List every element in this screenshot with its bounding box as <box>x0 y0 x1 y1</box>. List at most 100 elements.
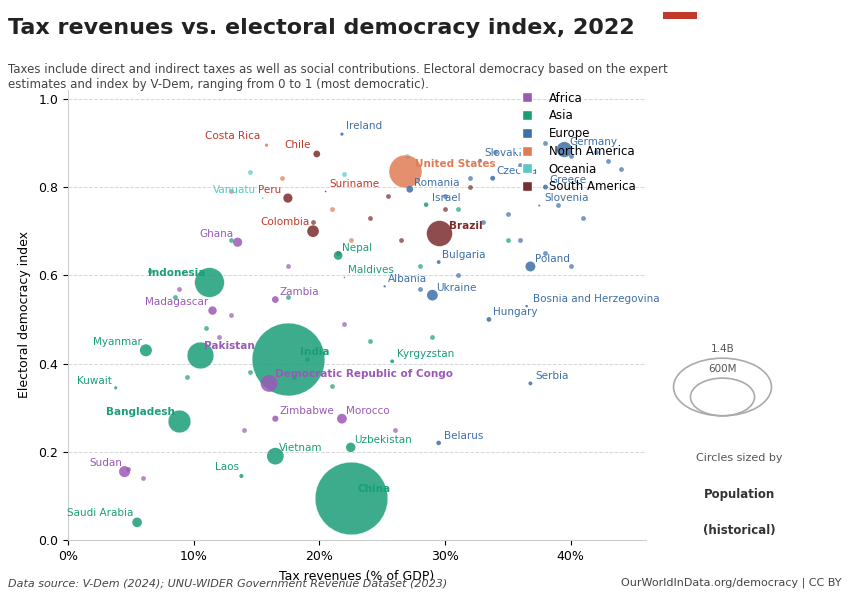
Bar <box>663 12 697 19</box>
Point <box>501 235 514 245</box>
Point <box>263 379 276 388</box>
Point <box>513 160 527 170</box>
Point <box>337 319 351 329</box>
Point <box>432 229 445 238</box>
Point <box>363 213 377 223</box>
Text: Vanuatu: Vanuatu <box>213 185 257 194</box>
Text: Bangladesh: Bangladesh <box>106 407 175 418</box>
Point <box>306 218 320 227</box>
Point <box>489 147 502 157</box>
Text: Colombia: Colombia <box>260 217 309 227</box>
Point <box>237 425 251 434</box>
Point <box>344 493 358 503</box>
Point <box>224 310 238 320</box>
Text: 600M: 600M <box>708 364 737 374</box>
Text: Nepal: Nepal <box>342 243 372 253</box>
Point <box>382 191 395 200</box>
Point <box>281 262 295 271</box>
Point <box>385 356 399 366</box>
Text: Costa Rica: Costa Rica <box>205 131 260 141</box>
Text: Pakistan: Pakistan <box>204 341 254 351</box>
Point <box>426 332 439 342</box>
Point <box>319 187 332 196</box>
Point <box>463 173 477 183</box>
Point <box>256 193 269 203</box>
Point <box>438 191 451 200</box>
Text: Bulgaria: Bulgaria <box>443 250 486 260</box>
Point <box>473 156 487 166</box>
Text: Morocco: Morocco <box>346 406 389 416</box>
Point <box>501 209 514 218</box>
Text: 1.4B: 1.4B <box>711 344 734 353</box>
Point <box>335 414 348 424</box>
Text: Hungary: Hungary <box>493 307 537 317</box>
Text: Ireland: Ireland <box>346 121 382 131</box>
Text: Czechia: Czechia <box>496 166 537 176</box>
Point <box>202 277 216 287</box>
Point <box>243 368 257 377</box>
Text: Zambia: Zambia <box>279 287 319 298</box>
Point <box>137 473 150 483</box>
Text: Circles sized by: Circles sized by <box>696 454 783 463</box>
Point <box>172 416 185 425</box>
Text: Brazil: Brazil <box>449 221 482 231</box>
Point <box>224 235 238 245</box>
Text: Kuwait: Kuwait <box>77 376 112 386</box>
Point <box>224 187 238 196</box>
Text: Slovakia: Slovakia <box>484 148 528 158</box>
Point <box>450 205 464 214</box>
Point <box>281 293 295 302</box>
Text: Population: Population <box>704 488 775 501</box>
Text: Ukraine: Ukraine <box>436 283 477 293</box>
Point <box>363 337 377 346</box>
Point <box>337 272 351 283</box>
Text: Romania: Romania <box>414 178 459 187</box>
Point <box>576 213 590 223</box>
Text: OurWorldInData.org/democracy | CC BY: OurWorldInData.org/democracy | CC BY <box>621 577 842 588</box>
Point <box>413 284 427 293</box>
Point <box>231 238 245 247</box>
Point <box>614 164 627 174</box>
Point <box>243 167 257 176</box>
Point <box>168 293 182 302</box>
Y-axis label: Electoral democracy index: Electoral democracy index <box>19 232 31 398</box>
Point <box>180 372 194 382</box>
Text: Madagascar: Madagascar <box>145 297 209 307</box>
Text: Peru: Peru <box>258 185 281 196</box>
Point <box>269 414 282 424</box>
Point <box>325 205 338 214</box>
Text: Germany: Germany <box>570 137 617 148</box>
Point <box>306 226 320 236</box>
Point <box>539 248 552 258</box>
Text: Maldives: Maldives <box>348 265 394 275</box>
Point <box>122 464 135 474</box>
Text: Vietnam: Vietnam <box>279 443 323 452</box>
Text: Our World: Our World <box>695 32 767 46</box>
Point <box>332 251 345 260</box>
Point <box>378 281 392 291</box>
Text: Indonesia: Indonesia <box>148 268 205 277</box>
Text: Israel: Israel <box>433 193 461 203</box>
Point <box>332 248 345 258</box>
Point <box>589 147 603 157</box>
Text: Tax revenues vs. electoral democracy index, 2022: Tax revenues vs. electoral democracy ind… <box>8 18 635 38</box>
Point <box>539 182 552 192</box>
X-axis label: Tax revenues (% of GDP): Tax revenues (% of GDP) <box>280 569 434 583</box>
Point <box>269 451 282 461</box>
Text: Data source: V-Dem (2024); UNU-WIDER Government Revenue Dataset (2023): Data source: V-Dem (2024); UNU-WIDER Gov… <box>8 578 448 588</box>
Point <box>532 201 546 211</box>
Point <box>130 518 144 527</box>
Text: Serbia: Serbia <box>536 371 569 381</box>
Point <box>325 381 338 391</box>
Point <box>426 290 439 300</box>
Point <box>206 306 219 316</box>
Point <box>260 140 274 150</box>
Text: United States: United States <box>415 158 496 169</box>
Point <box>281 355 295 364</box>
Text: India: India <box>300 347 330 357</box>
Point <box>394 235 408 245</box>
Point <box>539 138 552 148</box>
Text: Laos: Laos <box>215 463 239 473</box>
Text: Zimbabwe: Zimbabwe <box>279 406 334 416</box>
Point <box>300 355 314 364</box>
